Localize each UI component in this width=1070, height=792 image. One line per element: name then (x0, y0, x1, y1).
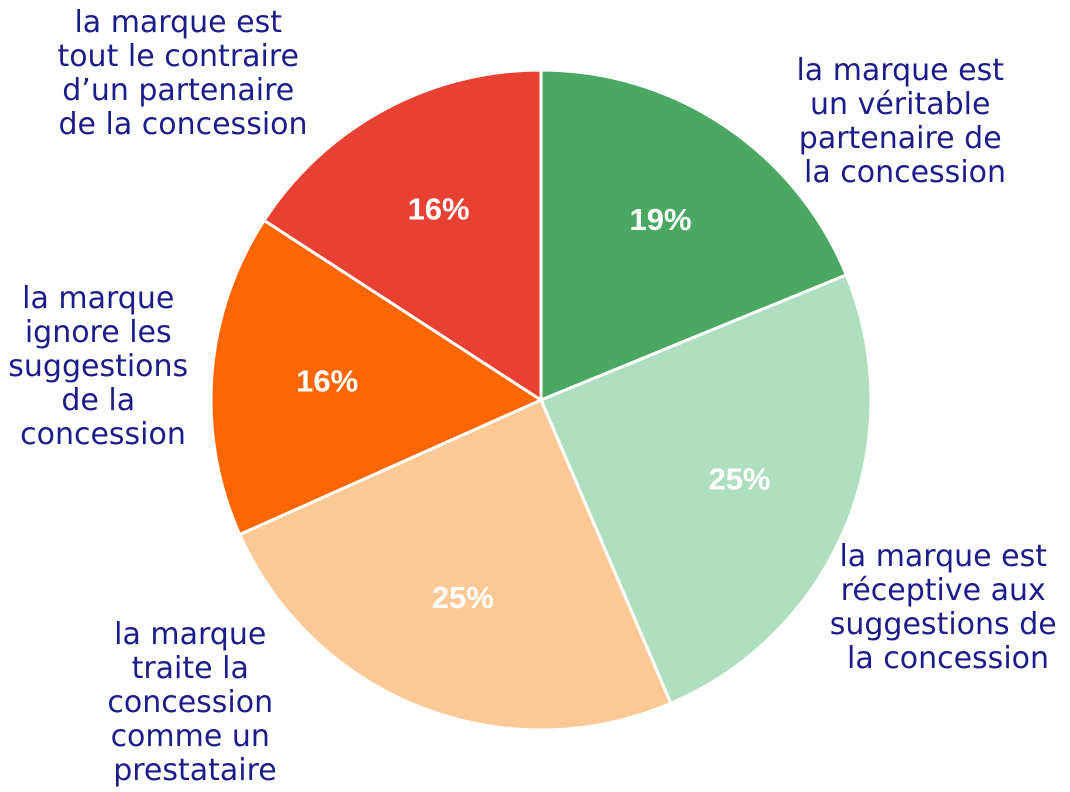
category-label: la marque ignore les suggestions de la c… (8, 281, 197, 452)
label-line: partenaire de (799, 121, 1011, 156)
value-label: 16% (296, 364, 358, 399)
label-line: comme un (111, 719, 280, 754)
label-line: prestataire (113, 753, 277, 788)
label-line: la concession (804, 155, 1006, 190)
label-line: traite la (132, 651, 259, 686)
value-label: 25% (708, 462, 770, 497)
value-label: 25% (432, 580, 494, 615)
label-line: concession (20, 417, 186, 452)
label-line: la marque (114, 617, 276, 652)
label-line: ignore les (25, 315, 181, 350)
label-line: réceptive aux (841, 573, 1056, 608)
pie-slice (262, 68, 543, 403)
pie-slice (209, 218, 545, 537)
label-line: la marque est (74, 5, 291, 40)
label-line: la marque est (839, 539, 1056, 574)
label-line: suggestions (8, 349, 197, 384)
label-line: de la concession (58, 107, 307, 142)
label-line: la concession (847, 641, 1049, 676)
label-line: la marque (22, 281, 184, 316)
pie-slice (539, 68, 849, 403)
label-line: de la (61, 383, 144, 418)
label-line: concession (107, 685, 282, 720)
label-line: un véritable (810, 87, 1000, 122)
category-label: la marque est un véritable partenaire de… (796, 53, 1013, 190)
value-label: 16% (408, 192, 470, 227)
label-line: d’un partenaire (62, 73, 304, 108)
category-label: la marque est réceptive aux suggestions … (830, 539, 1066, 676)
pie-slice (539, 272, 873, 706)
label-line: tout le contraire (57, 39, 308, 74)
pie-slice (237, 398, 673, 732)
label-line: la marque est (796, 53, 1013, 88)
label-line: suggestions de (830, 607, 1066, 642)
category-label: la marque est tout le contraire d’un par… (57, 5, 308, 142)
value-label: 19% (629, 202, 691, 237)
category-label: la marque traite la concession comme un … (107, 617, 282, 788)
